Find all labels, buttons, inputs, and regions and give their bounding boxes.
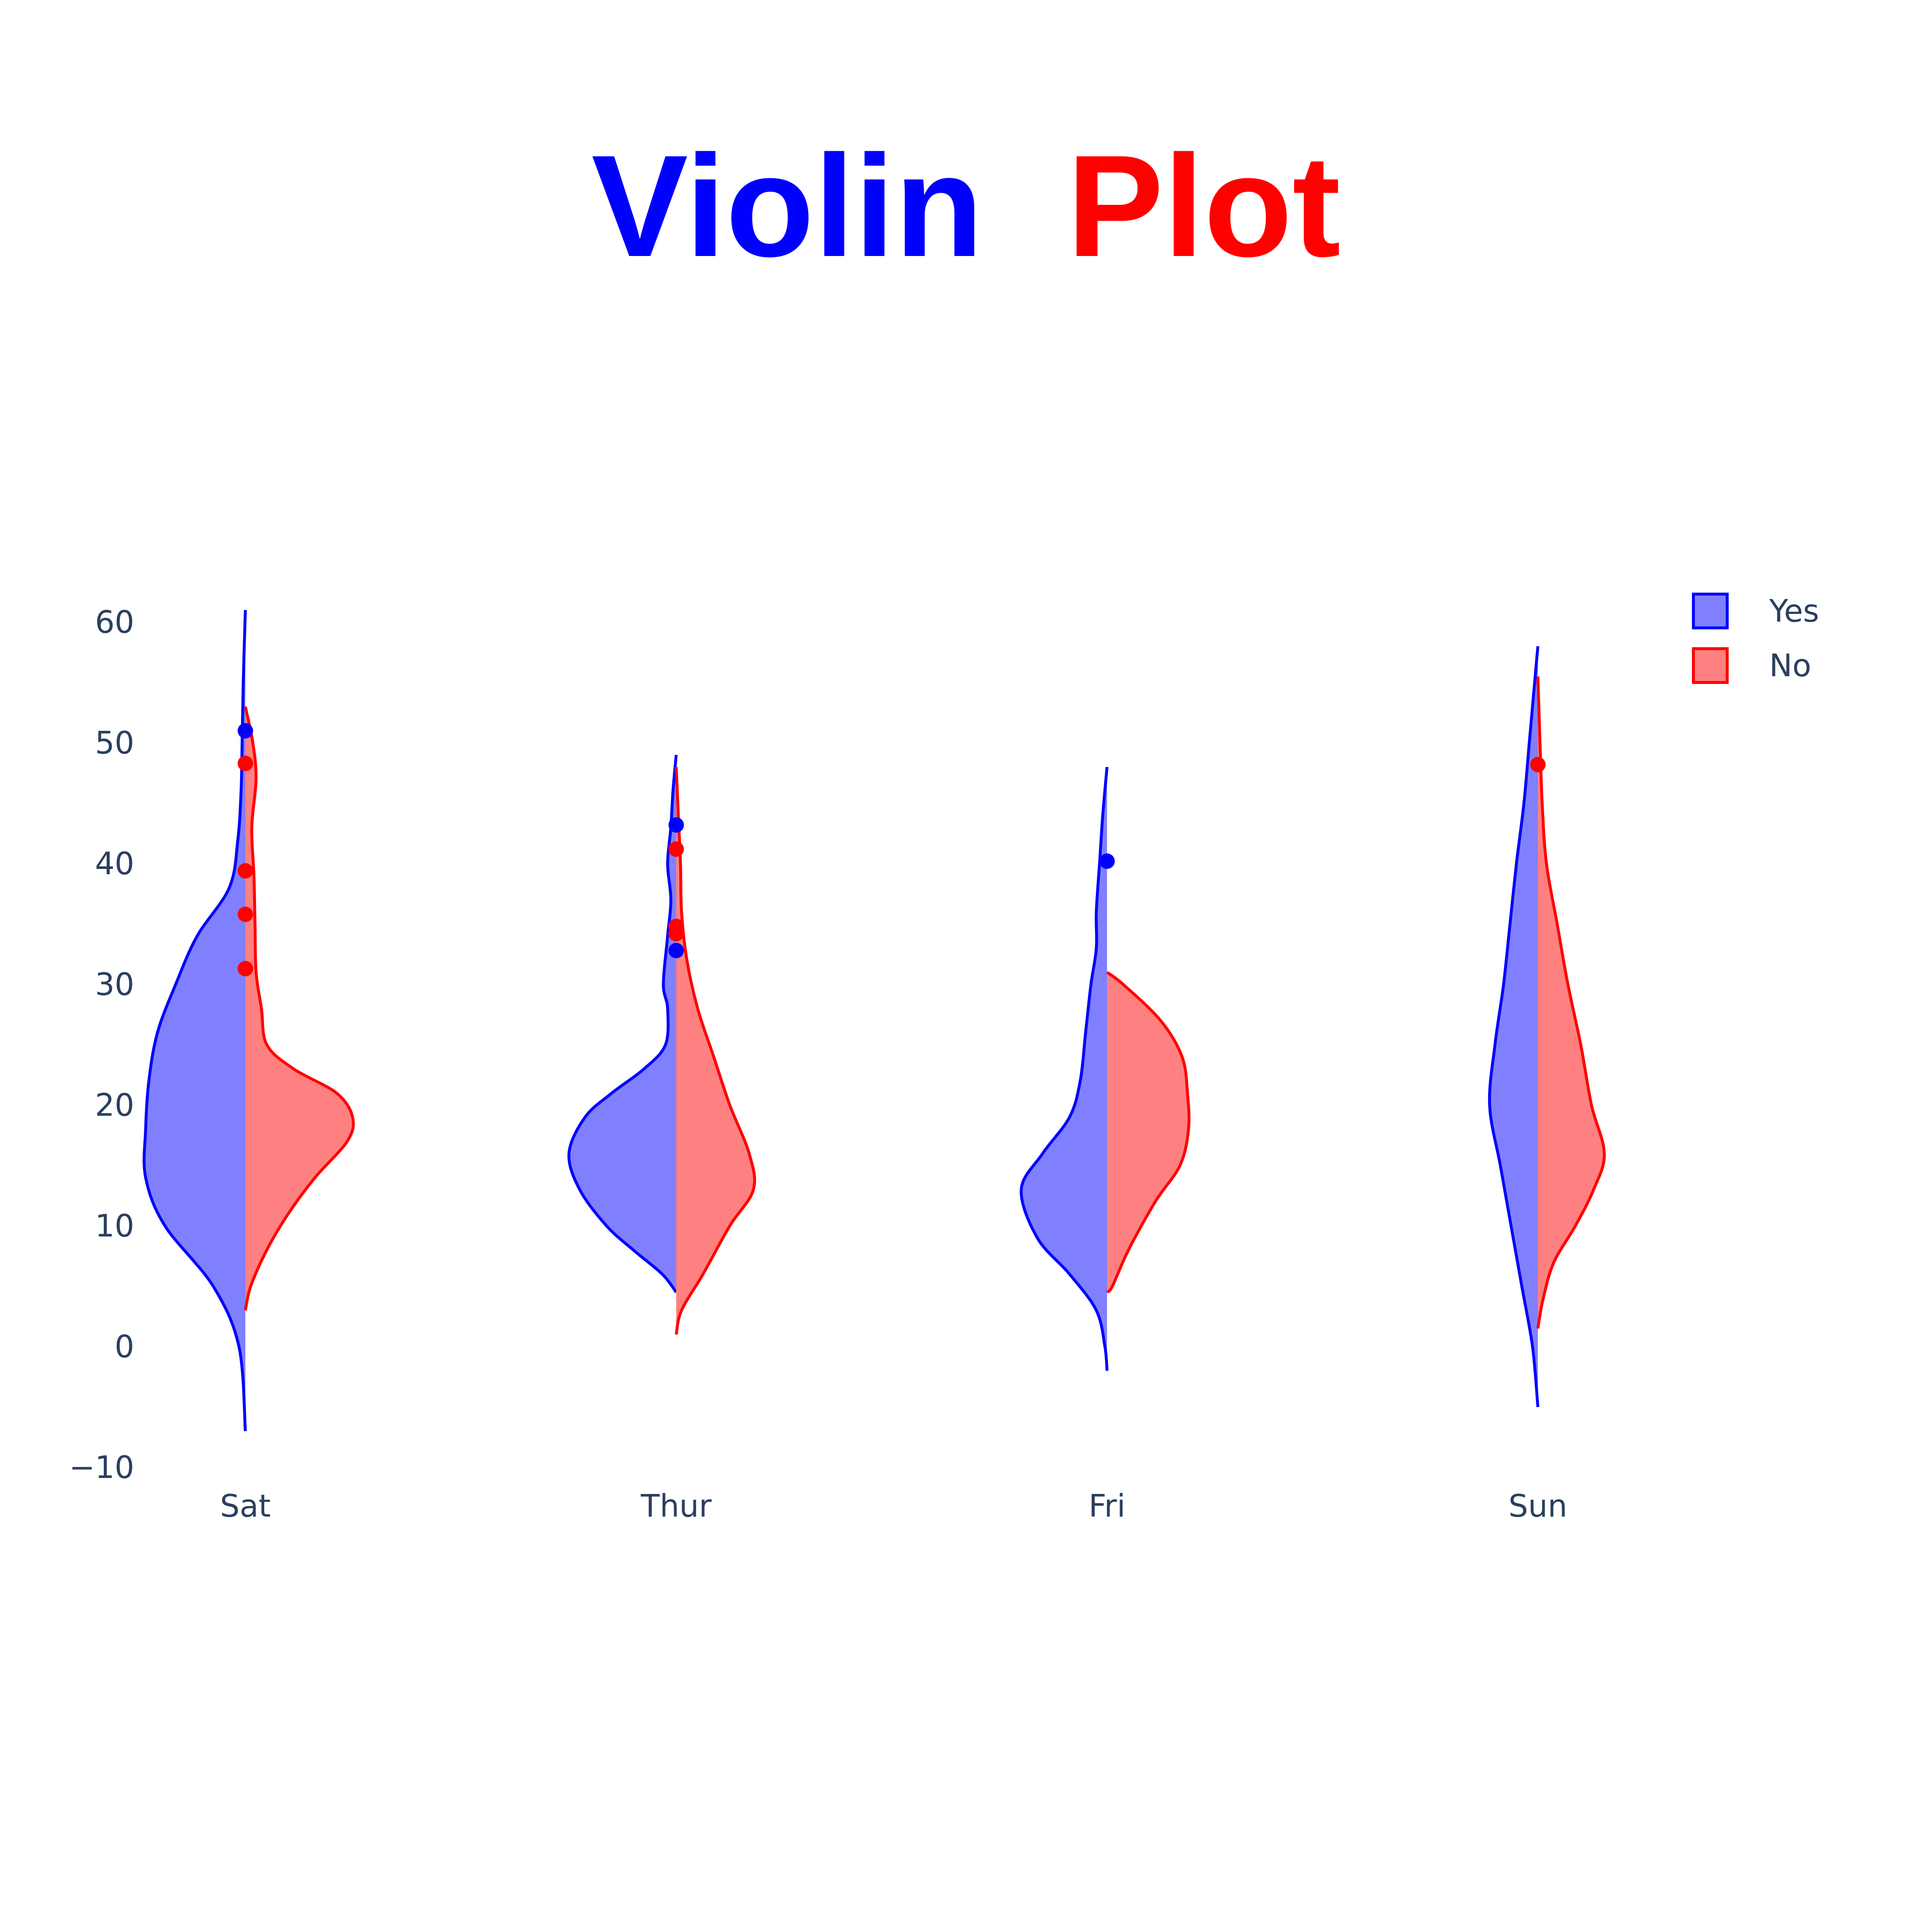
legend-label: No <box>1769 648 1811 684</box>
y-tick-label: 20 <box>95 1088 134 1123</box>
violin-yes-sun-outline <box>1488 646 1539 1407</box>
y-tick-label: −10 <box>69 1450 134 1486</box>
outlier-point-no-sat[interactable] <box>238 907 253 922</box>
violin-no-thur-fill <box>676 767 755 1335</box>
legend-label: Yes <box>1769 594 1819 629</box>
violin-no-fri-fill <box>1107 972 1189 1293</box>
x-tick-label: Thur <box>640 1489 712 1524</box>
violin-no-sun-outline <box>1536 676 1606 1329</box>
legend[interactable]: Yes No <box>1692 593 1819 684</box>
y-tick-label: 0 <box>114 1329 134 1365</box>
legend-item-no[interactable]: No <box>1692 647 1811 684</box>
outlier-point-yes-sat[interactable] <box>238 723 253 739</box>
violin-yes-thur-fill <box>568 755 676 1293</box>
outlier-point-yes-thur[interactable] <box>668 943 684 958</box>
violin-no-sat-outline <box>244 706 355 1311</box>
legend-swatch <box>1692 593 1729 629</box>
violin-no-fri-outline <box>1106 971 1191 1293</box>
outlier-point-no-sat[interactable] <box>238 755 253 771</box>
outlier-point-no-thur[interactable] <box>668 841 684 857</box>
outlier-point-no-sat[interactable] <box>238 961 253 977</box>
legend-swatch <box>1692 647 1729 684</box>
violin-yes-fri-outline <box>1020 767 1108 1371</box>
y-tick-label: 10 <box>95 1208 134 1244</box>
x-tick-label: Fri <box>1089 1489 1125 1524</box>
violin-no-sat-fill <box>245 707 354 1310</box>
y-axis: −10 0 10 20 30 40 50 60 <box>69 605 134 1486</box>
violin-yes-sun-fill <box>1489 646 1538 1407</box>
title-part-plot: Plot <box>1067 125 1341 287</box>
y-tick-label: 60 <box>95 605 134 640</box>
plot-area <box>142 610 1606 1432</box>
y-tick-label: 40 <box>95 846 134 882</box>
violin-yes-fri-fill <box>1021 767 1107 1371</box>
y-tick-label: 50 <box>95 725 134 761</box>
legend-item-yes[interactable]: Yes <box>1692 593 1819 629</box>
outlier-point-no-sun[interactable] <box>1530 757 1546 772</box>
violin-no-thur-outline <box>675 767 756 1335</box>
outlier-point-yes-thur[interactable] <box>668 817 684 833</box>
violin-yes-sat-fill <box>144 610 245 1431</box>
x-axis: Sat Thur Fri Sun <box>220 1489 1567 1524</box>
outlier-point-yes-fri[interactable] <box>1099 853 1115 869</box>
x-tick-label: Sun <box>1508 1489 1567 1524</box>
title-part-violin: Violin <box>591 125 983 287</box>
violin-yes-thur-outline <box>567 754 678 1293</box>
outlier-point-no-sat[interactable] <box>238 863 253 879</box>
chart-title: Violin Plot <box>591 125 1340 287</box>
outlier-point-no-thur[interactable] <box>668 926 684 941</box>
x-tick-label: Sat <box>220 1489 271 1524</box>
y-tick-label: 30 <box>95 967 134 1003</box>
